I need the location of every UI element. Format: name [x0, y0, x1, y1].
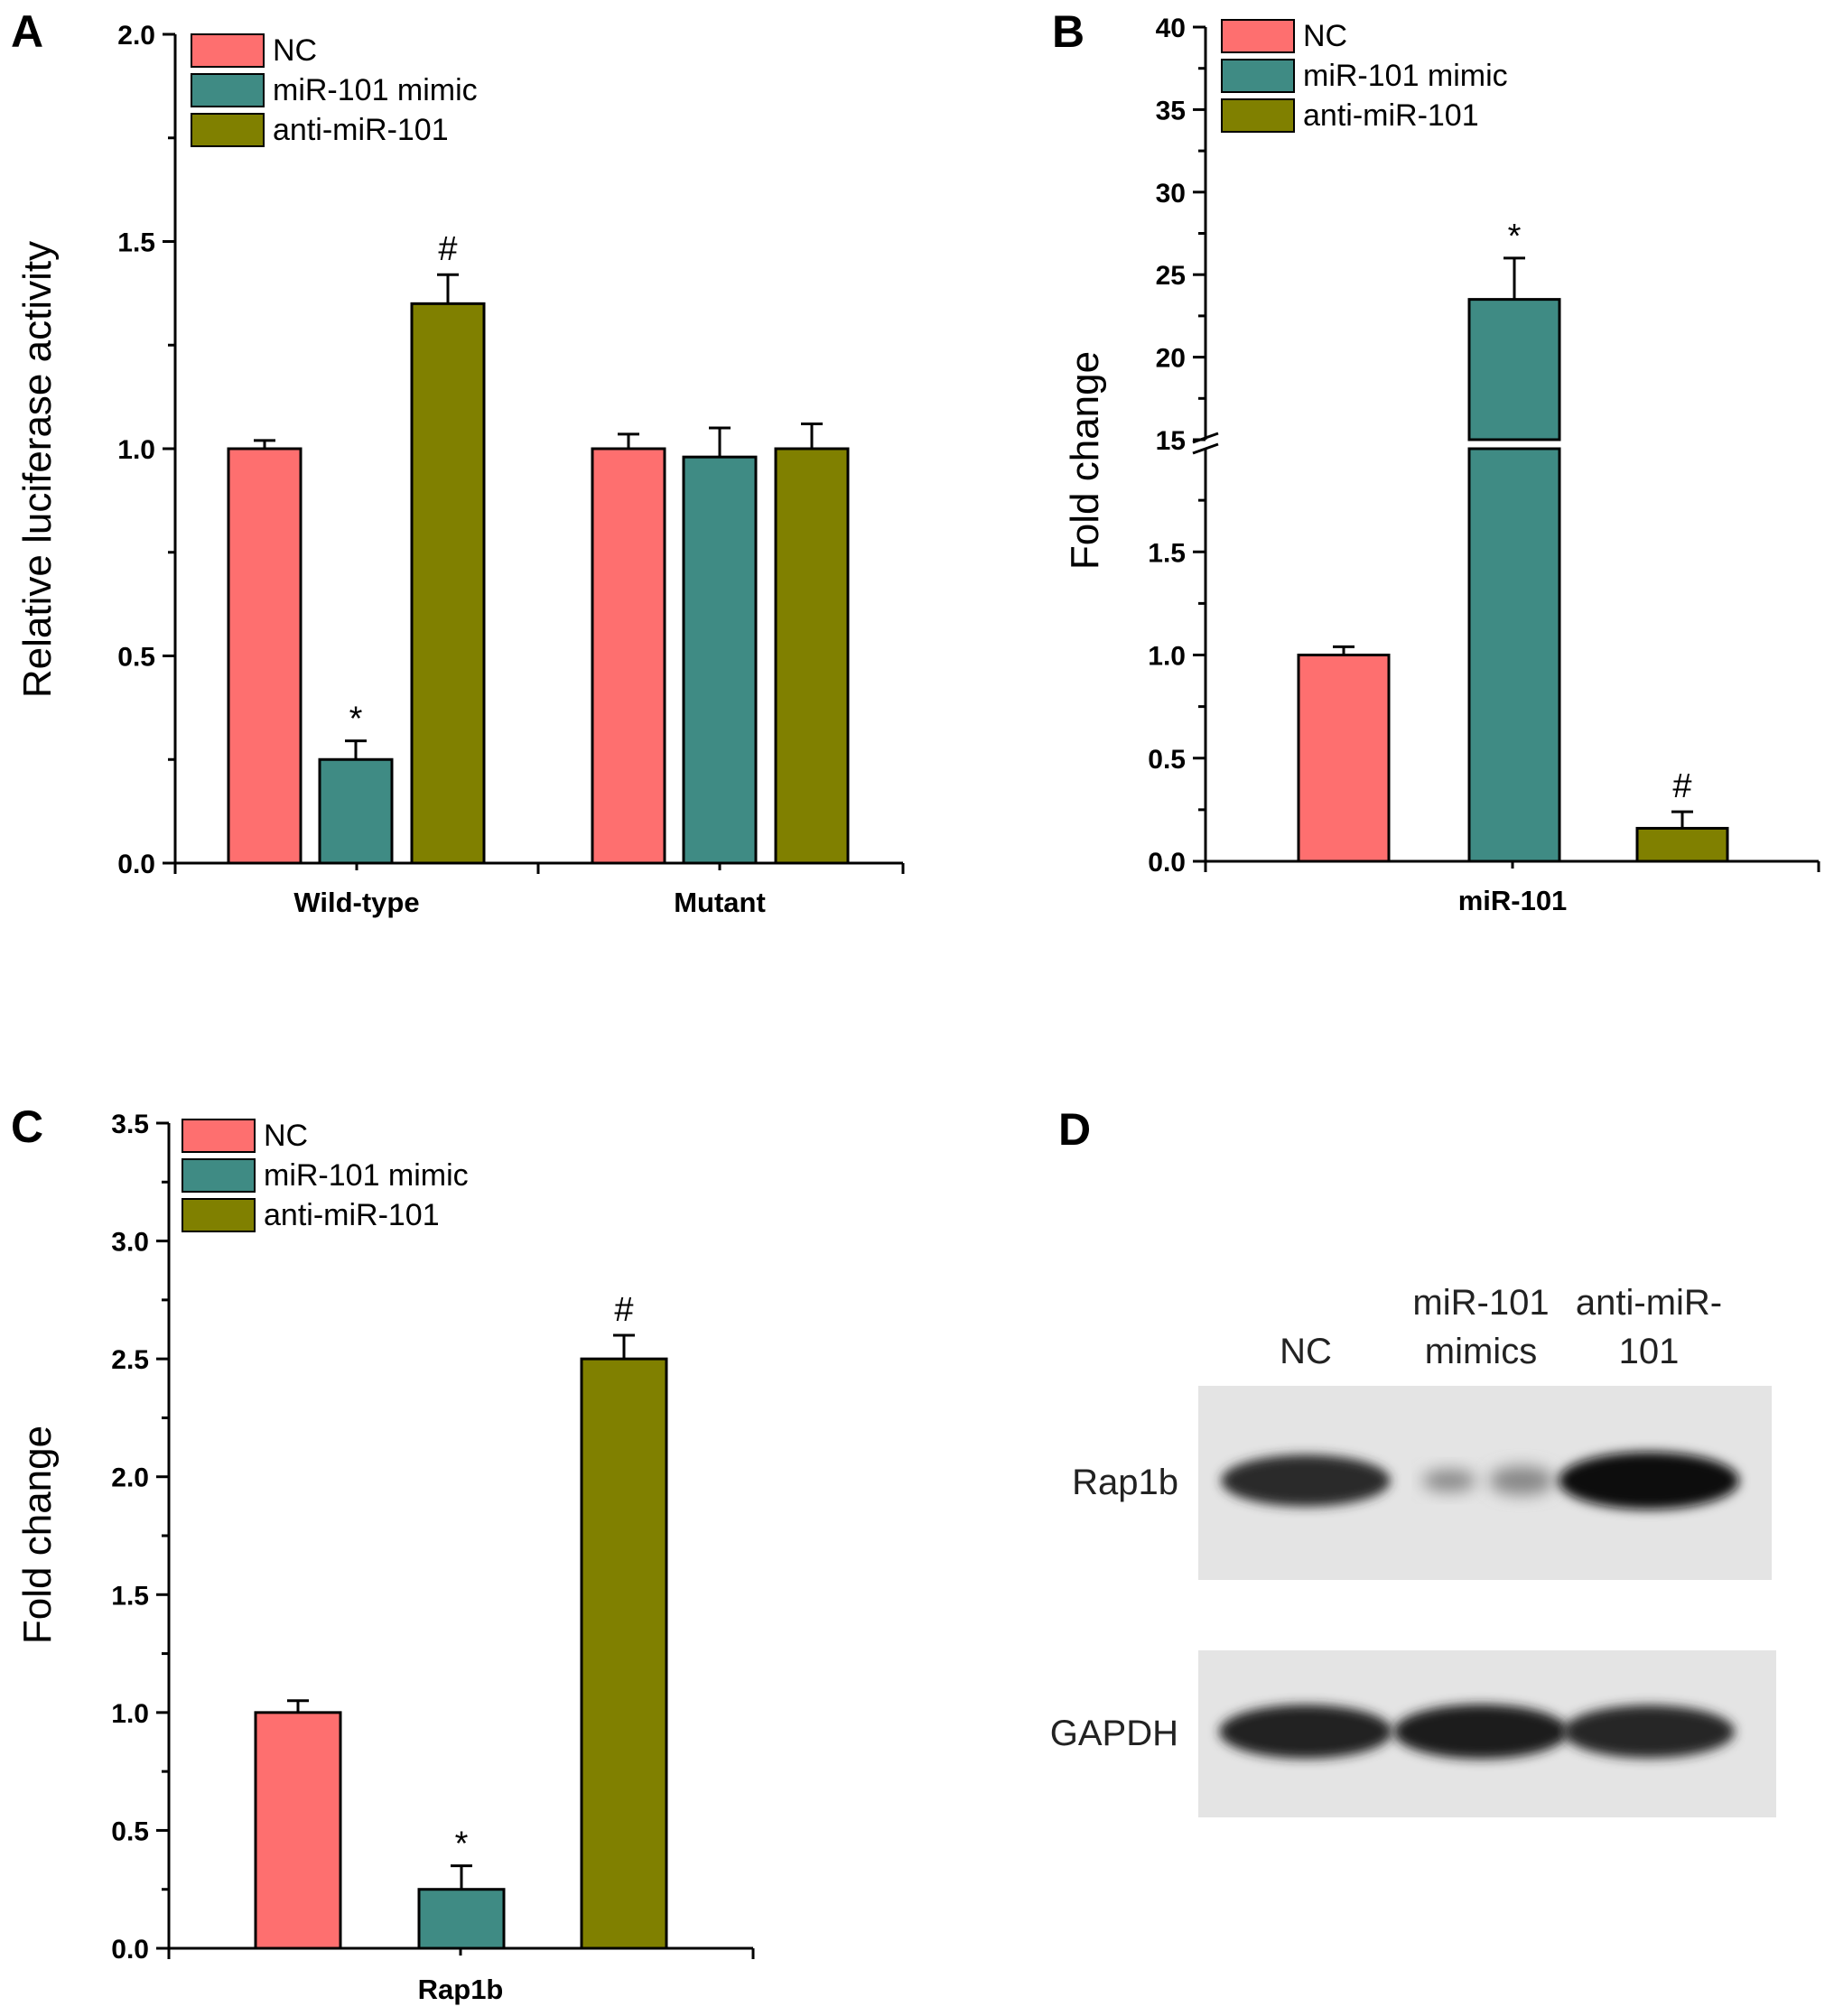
bar [774, 447, 850, 865]
legend-swatch [191, 113, 265, 147]
legend-label: NC [264, 1119, 308, 1153]
panel-d-western-blot: D NC miR-101 mimics anti-miR- 101 Rap1b GAPDH [1050, 1104, 1776, 1817]
blot-band [1219, 1705, 1392, 1759]
panel-letter: D [1058, 1104, 1091, 1155]
bar [254, 1711, 342, 1950]
bar [591, 447, 666, 865]
significance-mark: * [455, 1826, 469, 1863]
bar [417, 1888, 506, 1950]
blot-band [1563, 1705, 1735, 1759]
panel-a-chart: A 0.0 0.5 1.0 1.5 2.0 Relative luciferase acti… [11, 6, 905, 918]
bar [682, 455, 758, 865]
y-tick-label: 0.0 [117, 850, 155, 879]
significance-mark: # [438, 230, 457, 268]
y-tick-label: 20 [1156, 344, 1186, 374]
bar [410, 302, 486, 865]
blot-row-label: GAPDH [1050, 1714, 1178, 1753]
legend-label: NC [1303, 19, 1347, 53]
legend-label: miR-101 mimic [264, 1158, 469, 1193]
significance-mark: # [614, 1291, 633, 1329]
y-tick-label: 35 [1156, 96, 1186, 125]
y-tick-label: 1.0 [1148, 642, 1186, 672]
significance-mark: * [1508, 218, 1522, 255]
y-tick-label: 2.0 [111, 1463, 149, 1493]
lane-label: NC [1280, 1332, 1332, 1371]
bar [227, 447, 303, 865]
legend-swatch [182, 1119, 256, 1153]
y-tick-label: 0.0 [111, 1935, 149, 1965]
bar [580, 1357, 668, 1950]
panel-letter: A [11, 6, 43, 57]
y-tick-label: 1.0 [117, 435, 155, 465]
bar [318, 757, 394, 865]
bar [1467, 447, 1561, 863]
x-category-label: Rap1b [418, 1974, 504, 2005]
blot-band [1221, 1454, 1391, 1507]
legend-swatch [182, 1158, 256, 1193]
y-tick-label: 0.5 [1148, 745, 1186, 775]
lane-label: miR-101 [1412, 1283, 1549, 1323]
axis-break-mark [1192, 442, 1219, 455]
x-category-label: Wild-type [293, 887, 419, 918]
y-tick-label: 1.5 [117, 228, 155, 258]
bar [1297, 654, 1391, 863]
blot-band [1422, 1470, 1476, 1491]
significance-mark: # [1672, 767, 1691, 805]
y-tick-label: 3.0 [111, 1228, 149, 1258]
legend-label: anti-miR-101 [264, 1198, 440, 1232]
bar [1635, 826, 1729, 863]
y-tick-label: 0.0 [1148, 848, 1186, 878]
y-tick-label: 3.5 [111, 1110, 149, 1139]
y-tick-label: 2.5 [111, 1345, 149, 1375]
y-tick-label: 0.5 [117, 643, 155, 673]
significance-mark: * [349, 701, 363, 739]
blot-band [1489, 1466, 1554, 1495]
panel-c-chart: C 0.0 0.5 1.0 1.5 2.0 2.5 3.0 3.5 Fold change Rap1… [11, 1101, 755, 2005]
legend-label: NC [273, 33, 317, 68]
y-tick-label: 1.5 [1148, 538, 1186, 568]
y-axis-label: Fold change [1063, 351, 1107, 570]
blot-band [1393, 1704, 1569, 1760]
bar [1467, 298, 1561, 441]
y-axis-label: Relative luciferase activity [15, 241, 60, 698]
y-tick-label: 25 [1156, 261, 1186, 291]
legend-label: anti-miR-101 [273, 113, 449, 147]
y-tick-label: 15 [1156, 426, 1186, 456]
y-tick-label: 0.5 [111, 1816, 149, 1846]
legend-swatch [191, 33, 265, 68]
x-category-label: miR-101 [1458, 885, 1568, 916]
panel-letter: C [11, 1101, 43, 1152]
legend-label: miR-101 mimic [1303, 59, 1508, 93]
legend-swatch [1221, 19, 1295, 53]
legend-swatch [1221, 59, 1295, 93]
bar-break-gap [1466, 441, 1562, 447]
legend-swatch [1221, 98, 1295, 133]
y-tick-label: 1.0 [111, 1699, 149, 1729]
panel-b-chart: B 0.0 0.5 1.0 1.5 15 20 25 30 35 40 Fold change miR-… [1052, 6, 1820, 916]
legend-swatch [191, 73, 265, 107]
lane-label: 101 [1619, 1332, 1680, 1371]
legend-swatch [182, 1198, 256, 1232]
blot-band [1559, 1452, 1739, 1510]
lane-label: anti-miR- [1576, 1283, 1722, 1323]
legend-label: anti-miR-101 [1303, 98, 1479, 133]
lane-label: mimics [1425, 1332, 1537, 1371]
panel-letter: B [1052, 6, 1085, 57]
x-category-label: Mutant [674, 887, 766, 918]
y-tick-label: 2.0 [117, 21, 155, 51]
y-tick-label: 30 [1156, 179, 1186, 209]
legend-label: miR-101 mimic [273, 73, 478, 107]
y-tick-label: 40 [1156, 14, 1186, 43]
y-tick-label: 1.5 [111, 1581, 149, 1611]
blot-row-label: Rap1b [1072, 1463, 1178, 1502]
y-axis-label: Fold change [15, 1426, 60, 1644]
